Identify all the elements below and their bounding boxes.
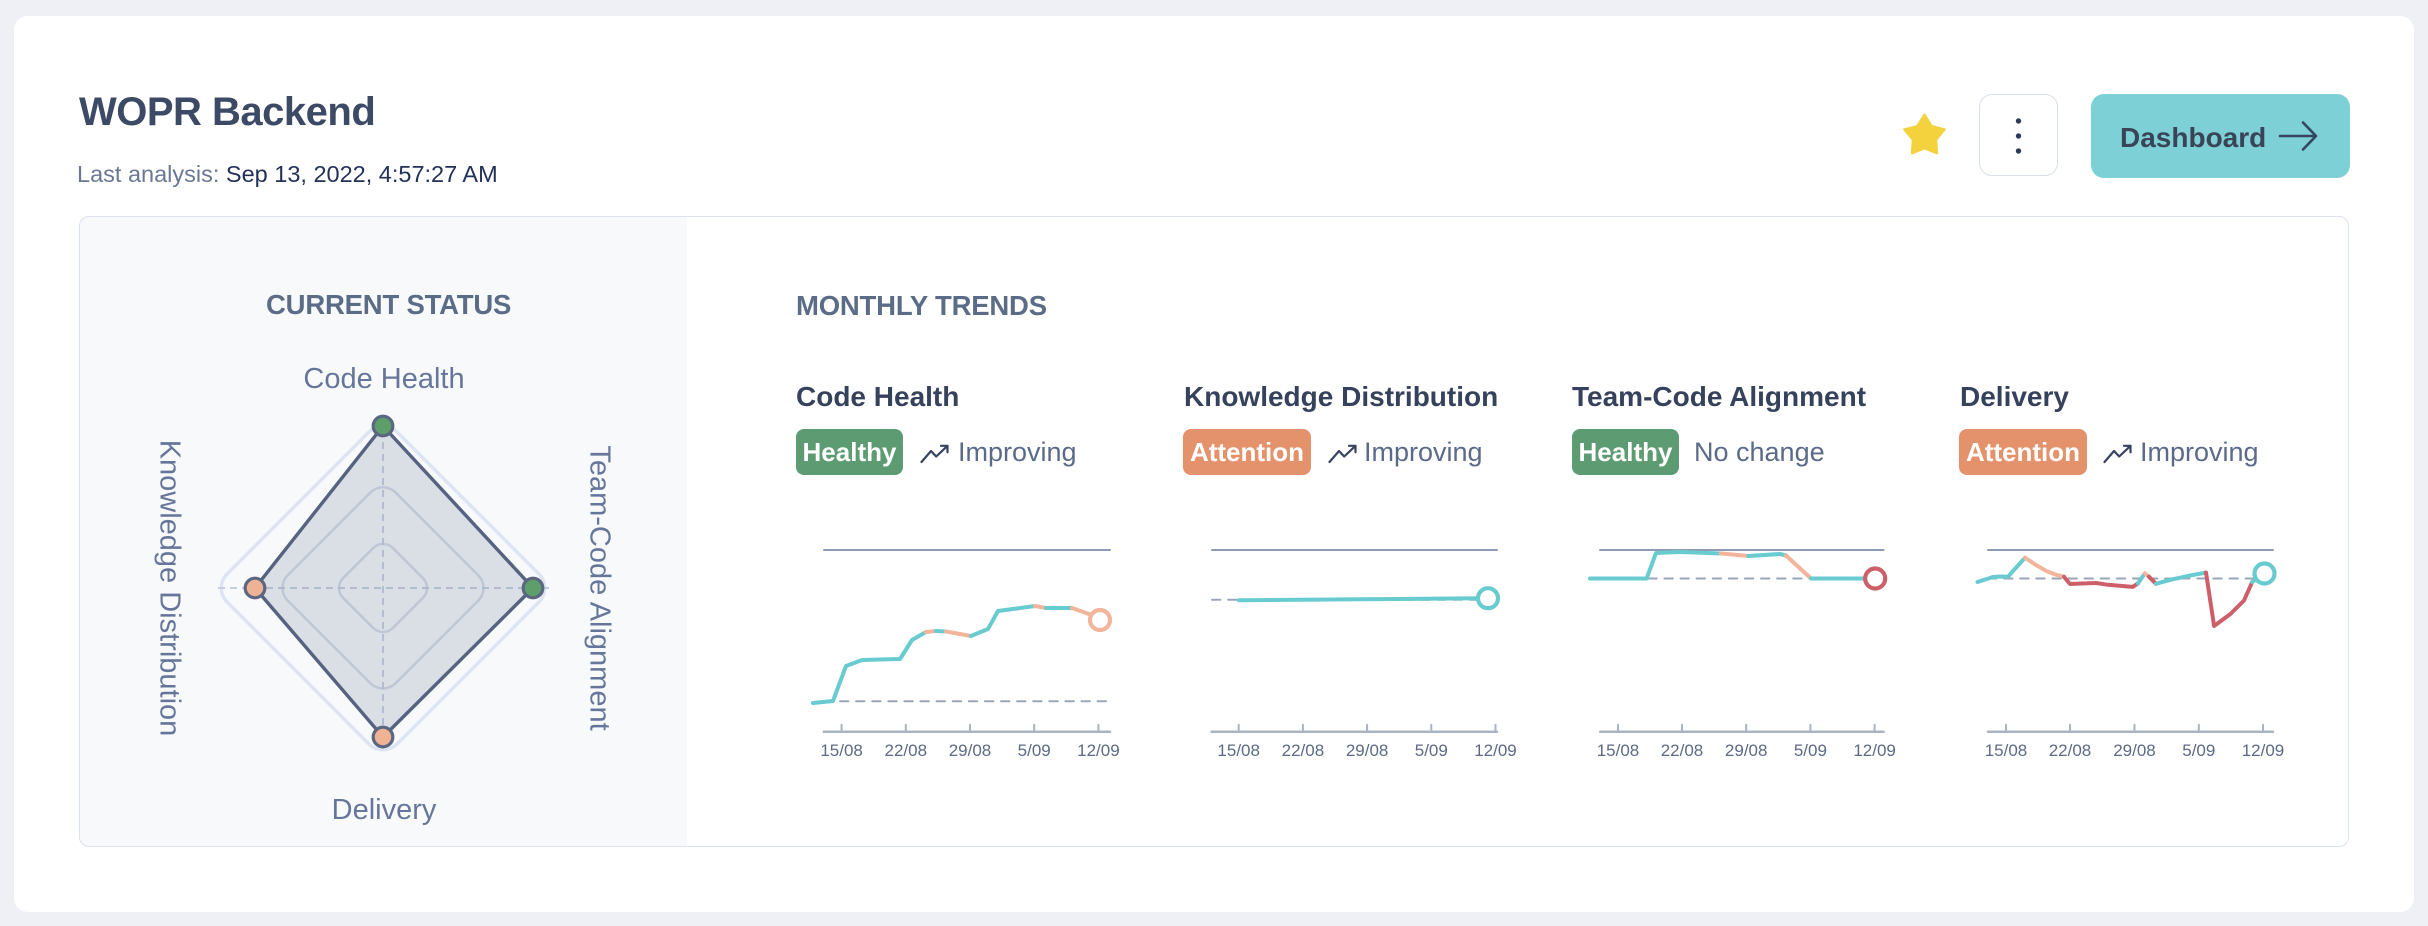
svg-text:29/08: 29/08 bbox=[949, 741, 992, 760]
svg-text:29/08: 29/08 bbox=[2113, 741, 2156, 760]
svg-text:12/09: 12/09 bbox=[2242, 741, 2285, 760]
svg-text:29/08: 29/08 bbox=[1346, 741, 1389, 760]
svg-text:15/08: 15/08 bbox=[1217, 741, 1260, 760]
svg-text:22/08: 22/08 bbox=[885, 741, 928, 760]
svg-text:12/09: 12/09 bbox=[1077, 741, 1120, 760]
svg-text:5/09: 5/09 bbox=[1794, 741, 1827, 760]
svg-text:12/09: 12/09 bbox=[1474, 741, 1517, 760]
svg-text:22/08: 22/08 bbox=[2049, 741, 2092, 760]
svg-text:15/08: 15/08 bbox=[1597, 741, 1640, 760]
svg-text:5/09: 5/09 bbox=[1018, 741, 1051, 760]
svg-text:5/09: 5/09 bbox=[1415, 741, 1448, 760]
svg-text:22/08: 22/08 bbox=[1282, 741, 1325, 760]
svg-text:5/09: 5/09 bbox=[2182, 741, 2215, 760]
svg-text:29/08: 29/08 bbox=[1725, 741, 1768, 760]
svg-text:15/08: 15/08 bbox=[820, 741, 863, 760]
svg-text:15/08: 15/08 bbox=[1985, 741, 2028, 760]
svg-text:12/09: 12/09 bbox=[1853, 741, 1896, 760]
svg-text:22/08: 22/08 bbox=[1661, 741, 1704, 760]
